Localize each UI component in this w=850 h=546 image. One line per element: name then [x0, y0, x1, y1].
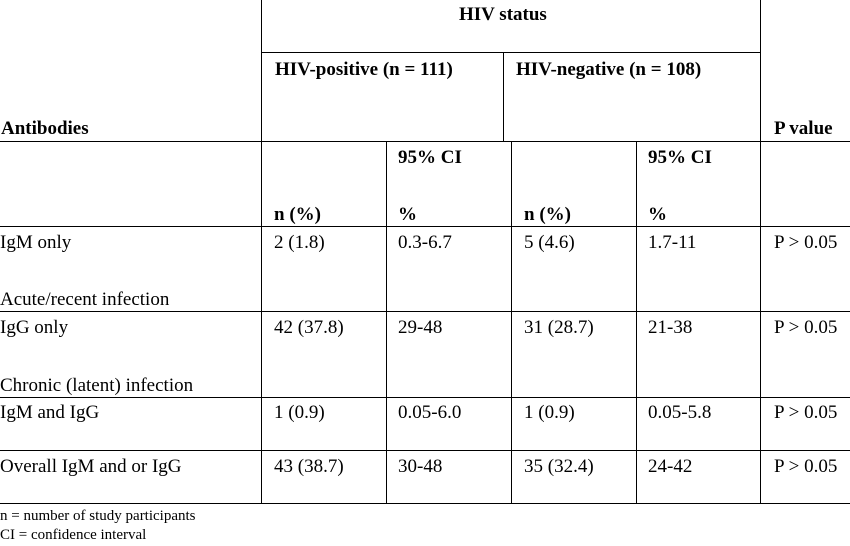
rule-subheader-bottom	[0, 226, 850, 227]
row-sublabel: Chronic (latent) infection	[0, 375, 194, 396]
rule-row2-bottom	[0, 397, 850, 398]
header-pos-ci-line2: %	[398, 204, 417, 225]
row-label: IgM only	[0, 232, 72, 253]
footnote: CI = confidence interval	[0, 527, 147, 543]
cell-pos-ci: 30-48	[398, 456, 443, 477]
rule-neg-ci	[636, 141, 637, 504]
header-hiv-negative: HIV-negative (n = 108)	[516, 59, 702, 80]
cell-p-value: P > 0.05	[774, 317, 838, 338]
rule-col-right	[760, 0, 761, 504]
cell-pos-n: 2 (1.8)	[274, 232, 325, 253]
cell-pos-n: 42 (37.8)	[274, 317, 344, 338]
cell-p-value: P > 0.05	[774, 456, 838, 477]
rule-row1-bottom	[0, 311, 850, 312]
cell-p-value: P > 0.05	[774, 232, 838, 253]
rule-hiv-status-bottom	[261, 52, 760, 53]
cell-neg-n: 1 (0.9)	[524, 402, 575, 423]
rule-col-left	[261, 0, 262, 504]
cell-pos-n: 1 (0.9)	[274, 402, 325, 423]
cell-pos-n: 43 (38.7)	[274, 456, 344, 477]
row-label: IgG only	[0, 317, 69, 338]
header-hiv-positive: HIV-positive (n = 111)	[275, 59, 453, 80]
row-sublabel: Acute/recent infection	[0, 289, 170, 310]
header-neg-ci-line2: %	[648, 204, 667, 225]
rule-pos-ci	[386, 141, 387, 504]
cell-pos-ci: 0.05-6.0	[398, 402, 462, 423]
header-hiv-status: HIV status	[459, 4, 547, 25]
rule-neg-n	[511, 141, 512, 504]
cell-pos-ci: 0.3-6.7	[398, 232, 452, 253]
cell-p-value: P > 0.05	[774, 402, 838, 423]
rule-row3-bottom	[0, 450, 850, 451]
rule-table-bottom	[0, 503, 850, 504]
header-neg-ci-line1: 95% CI	[648, 147, 712, 168]
header-neg-n-pct: n (%)	[524, 204, 571, 225]
header-pos-n-pct: n (%)	[274, 204, 321, 225]
header-p-value: P value	[774, 118, 833, 139]
row-label: Overall IgM and or IgG	[0, 456, 182, 477]
cell-neg-n: 35 (32.4)	[524, 456, 594, 477]
cell-neg-ci: 1.7-11	[648, 232, 697, 253]
cell-pos-ci: 29-48	[398, 317, 443, 338]
cell-neg-ci: 24-42	[648, 456, 693, 477]
row-label: IgM and IgG	[0, 402, 100, 423]
cell-neg-ci: 0.05-5.8	[648, 402, 712, 423]
rule-header-bottom	[0, 141, 850, 142]
cell-neg-n: 31 (28.7)	[524, 317, 594, 338]
footnote: n = number of study participants	[0, 508, 196, 524]
rule-group-divider	[503, 52, 504, 142]
header-antibodies: Antibodies	[1, 118, 89, 139]
header-pos-ci-line1: 95% CI	[398, 147, 462, 168]
cell-neg-ci: 21-38	[648, 317, 693, 338]
cell-neg-n: 5 (4.6)	[524, 232, 575, 253]
